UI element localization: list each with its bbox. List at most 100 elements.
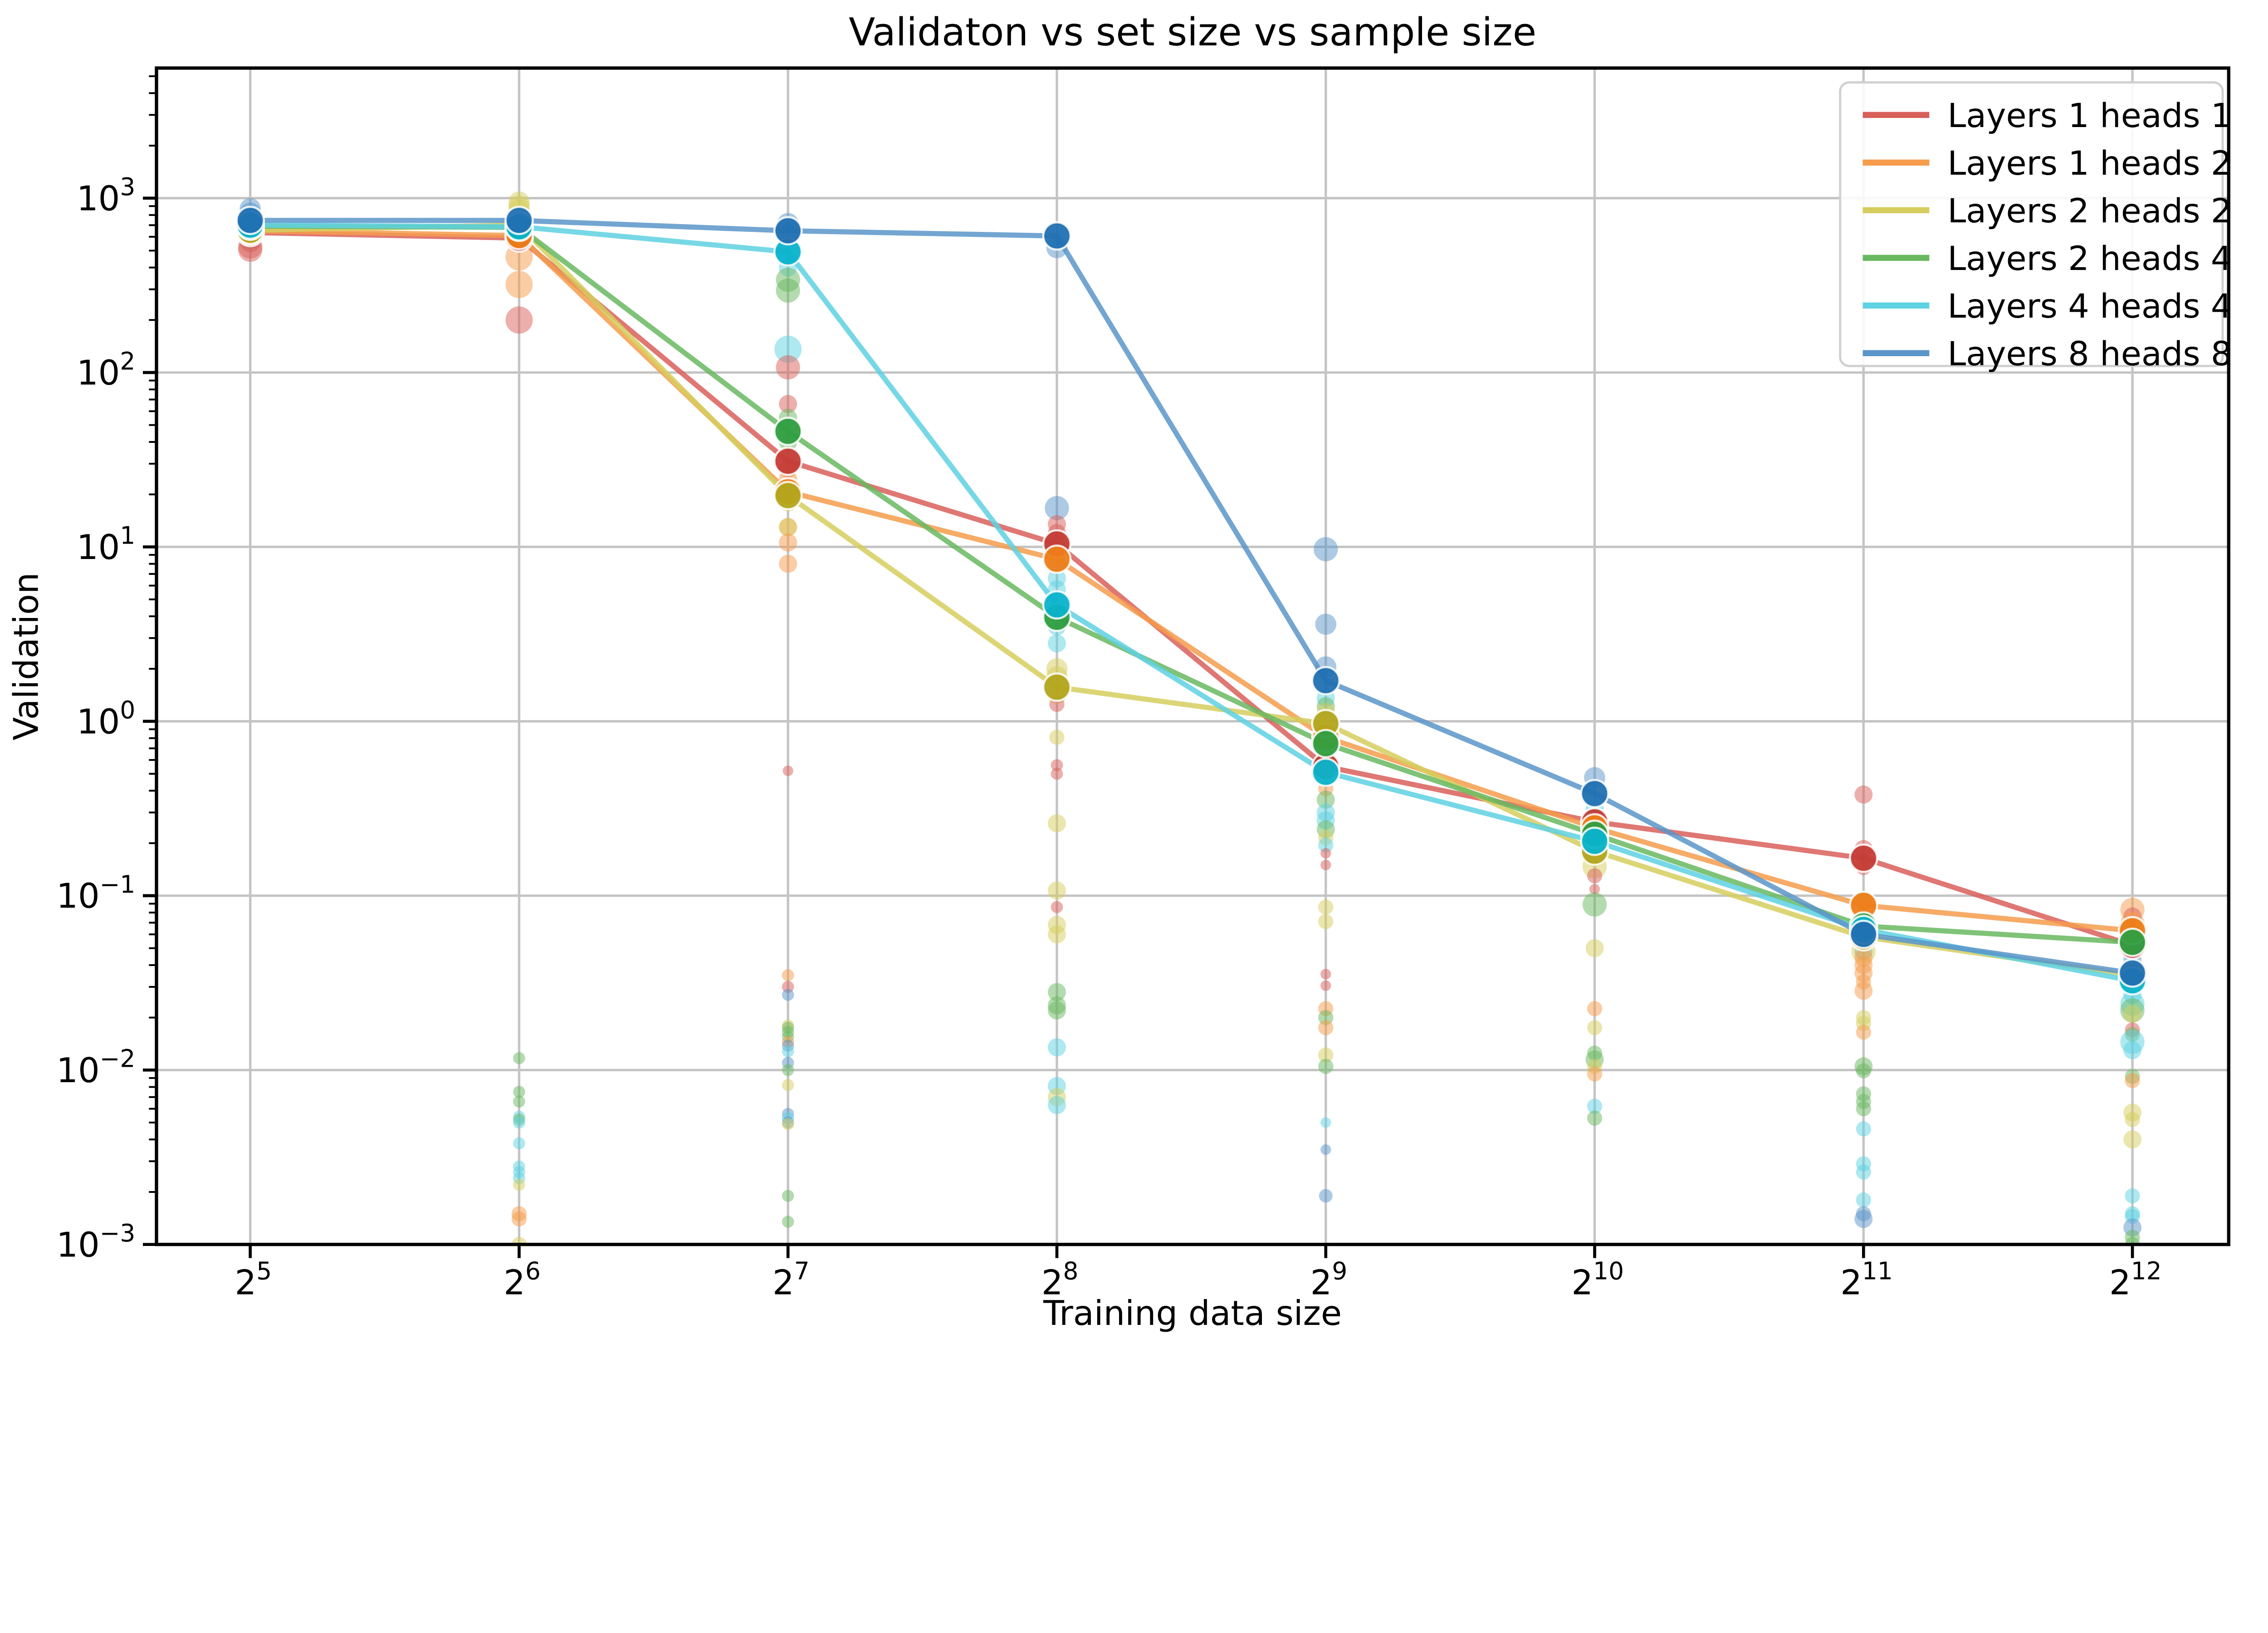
scatter-point (1047, 881, 1066, 900)
legend-label: Layers 1 heads 1 (1947, 97, 2232, 135)
scatter-point (1856, 1025, 1871, 1040)
series-node (773, 216, 803, 245)
series-node (1042, 544, 1072, 574)
scatter-point (782, 1118, 794, 1130)
plot-spines (155, 66, 2230, 1246)
legend-entry: Layers 2 heads 4 (1862, 240, 2232, 278)
scatter-point (1856, 1101, 1871, 1117)
scatter-point (774, 335, 802, 363)
x-axis-label: Training data size (1043, 1293, 1342, 1333)
series-node (1311, 729, 1341, 759)
chart-title: Validaton vs set size vs sample size (849, 10, 1536, 55)
scatter-point (782, 1216, 794, 1228)
scatter-point (1587, 1066, 1603, 1082)
y-tick-label: 10−1 (56, 870, 135, 916)
scatter-point (1856, 1063, 1871, 1079)
scatter-point (779, 533, 797, 552)
scatter-point (513, 1052, 525, 1064)
scatter-point (1047, 925, 1066, 944)
scatter-point (2125, 1188, 2140, 1204)
scatter-point (782, 1045, 794, 1058)
series-node (1042, 590, 1072, 620)
scatter-point (1318, 899, 1334, 915)
legend-label: Layers 8 heads 8 (1947, 335, 2232, 373)
scatter-point (513, 1116, 525, 1129)
scatter-point (1320, 1144, 1331, 1155)
scatter-point (779, 518, 797, 536)
scatter-point (1589, 883, 1600, 895)
scatter-point (1318, 1059, 1334, 1074)
scatter-point (2123, 1005, 2142, 1023)
scatter-point (505, 270, 533, 298)
scatter-point (776, 355, 800, 380)
scatter-point (505, 306, 533, 334)
series-node (1848, 843, 1878, 873)
series-line-layers-1-heads-2 (248, 228, 2135, 933)
scatter-point (1587, 1110, 1603, 1126)
scatter-point (1049, 730, 1065, 745)
scatter-point (1856, 1192, 1871, 1208)
legend-entry: Layers 2 heads 2 (1862, 192, 2232, 230)
scatter-point (779, 554, 797, 573)
scatter-point (1320, 969, 1331, 980)
legend-entry: Layers 1 heads 1 (1862, 97, 2232, 135)
x-tick-label: 25 (235, 1256, 272, 1302)
scatter-point (1320, 1117, 1331, 1128)
series-node (1311, 666, 1341, 696)
x-tick-label: 26 (503, 1256, 541, 1302)
scatter-point (1315, 613, 1337, 635)
series-node (1042, 672, 1072, 702)
legend-entry: Layers 1 heads 2 (1862, 144, 2232, 183)
series-node (2117, 927, 2147, 957)
scatter-point (1318, 1047, 1334, 1063)
scatter-point (1047, 634, 1066, 652)
y-tick-label: 10−3 (56, 1219, 135, 1265)
series-line-layers-8-heads-8 (248, 218, 2135, 976)
scatter-point (2125, 1073, 2140, 1089)
legend-entry: Layers 8 heads 8 (1862, 335, 2232, 373)
y-tick-label: 103 (77, 172, 135, 218)
scatter-point (1854, 981, 1873, 1000)
scatter-point (513, 1137, 525, 1150)
x-tick-label: 212 (2109, 1256, 2162, 1302)
scatter-point (1582, 892, 1607, 917)
series-node (773, 481, 803, 510)
scatter-point (513, 1178, 525, 1191)
series-node (235, 206, 265, 235)
x-tick-label: 210 (1571, 1256, 1624, 1302)
x-tick-label: 28 (1041, 1256, 1079, 1302)
series-node (773, 417, 803, 446)
scatter-point (782, 989, 794, 1001)
scatter-point (1587, 1020, 1603, 1035)
scatter-point (1856, 1121, 1871, 1137)
y-tick-label: 101 (77, 521, 135, 567)
scatter-point (1047, 1001, 1066, 1020)
scatter-point (1587, 1001, 1603, 1016)
scatter-point (1320, 848, 1331, 859)
figure: 103 102 101 100 10−1 10−2 10−3 25 26 27 28 29 210 211… (6, 10, 2232, 1334)
scatter-point (1316, 790, 1335, 809)
scatter-point (511, 1237, 527, 1245)
y-tick-label: 10−2 (56, 1045, 135, 1090)
scatter-point (1051, 768, 1063, 780)
x-tick-label: 29 (1310, 1256, 1348, 1302)
scatter-point (1314, 537, 1338, 562)
scatter-point (1587, 1098, 1603, 1114)
scatter-point (1047, 983, 1066, 1001)
scatter-point (1318, 837, 1334, 853)
scatter-point (779, 395, 797, 413)
scatter-point (1587, 868, 1603, 883)
y-axis-label: Validation (6, 572, 46, 740)
scatter-point (782, 1190, 794, 1202)
series-node (1580, 826, 1609, 856)
series-node (2117, 958, 2147, 988)
scatter-point (1318, 914, 1334, 929)
legend: Layers 1 heads 1 Layers 1 heads 2 Layers 2… (1839, 81, 2232, 373)
scatter-point (2123, 1041, 2142, 1059)
scatter-point (2125, 1112, 2140, 1128)
scatter-point (782, 1064, 794, 1076)
series-line-layers-2-heads-2 (248, 222, 2135, 978)
scatter-point (511, 1211, 527, 1227)
scatter-point (1320, 980, 1331, 991)
scatter-point (1051, 759, 1063, 771)
